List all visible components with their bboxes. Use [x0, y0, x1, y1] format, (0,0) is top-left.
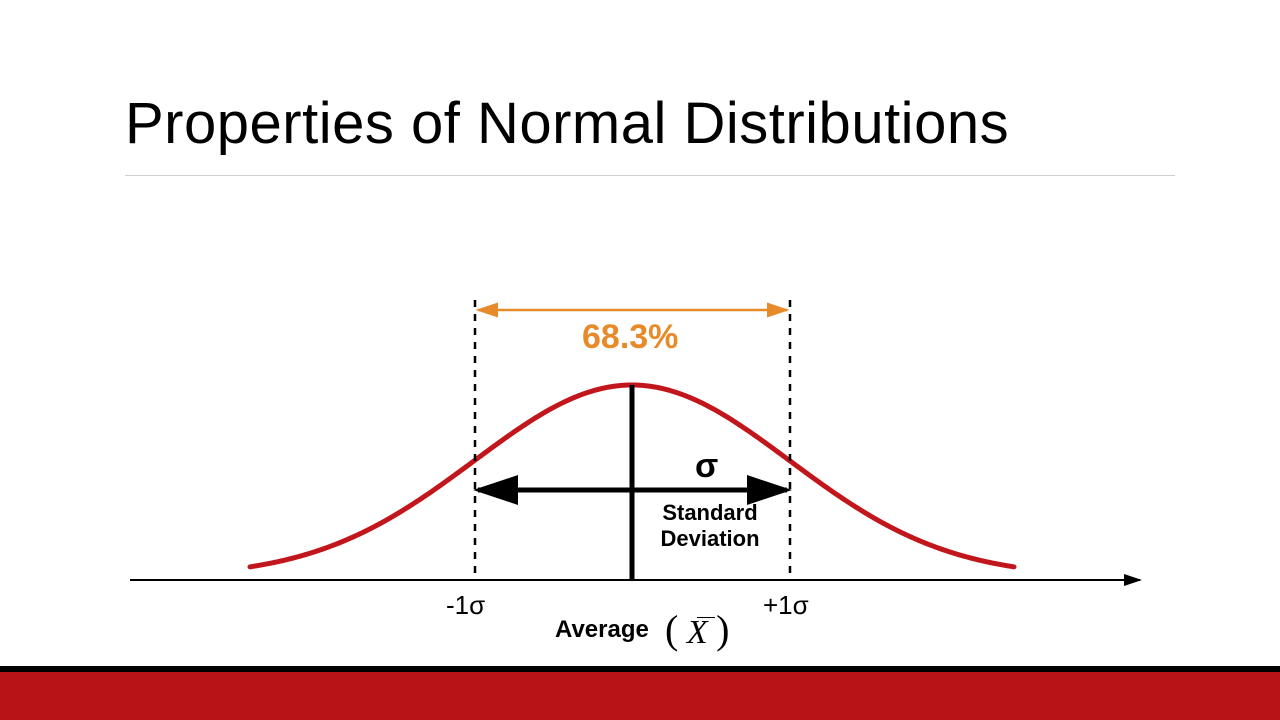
sd-line2: Deviation	[660, 526, 759, 551]
footer-red-bar	[0, 672, 1280, 720]
x-bar-symbol: ( X )	[665, 606, 729, 653]
average-label: Average	[555, 616, 649, 644]
normal-distribution-diagram: 68.3% σ Standard Deviation -1σ +1σ Avera…	[130, 290, 1150, 660]
sigma-symbol: σ	[695, 447, 718, 486]
standard-deviation-label: Standard Deviation	[650, 500, 770, 553]
sd-line1: Standard	[662, 500, 757, 525]
percent-label: 68.3%	[582, 318, 678, 357]
slide-title: Properties of Normal Distributions	[125, 90, 1009, 157]
tick-plus-1-sigma: +1σ	[763, 590, 809, 621]
tick-minus-1-sigma: -1σ	[446, 590, 485, 621]
title-underline	[125, 175, 1175, 176]
slide: Properties of Normal Distributions 68.3%…	[0, 0, 1280, 720]
